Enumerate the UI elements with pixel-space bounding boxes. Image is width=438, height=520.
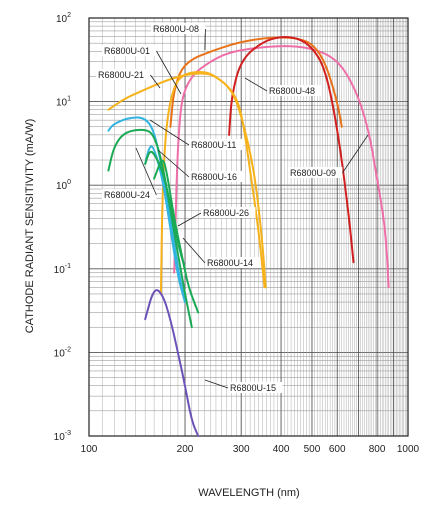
annotation-label: R6800U-48 — [269, 86, 315, 96]
annotation-label: R6800U-24 — [104, 190, 150, 200]
y-tick-label: 10-2 — [54, 346, 71, 359]
series-line-r6800u-24 — [108, 130, 191, 327]
y-tick-label: 102 — [56, 12, 71, 25]
annotation-label: R6800U-09 — [290, 168, 336, 178]
y-tick-base: 10 — [56, 181, 68, 192]
x-tick-label: 1000 — [397, 444, 420, 455]
y-tick-exponent: 1 — [67, 96, 71, 103]
x-tick-label: 200 — [177, 444, 194, 455]
annotation-label: R6800U-01 — [104, 46, 150, 56]
y-tick-label: 100 — [56, 179, 71, 192]
annotation-label: R6800U-21 — [98, 70, 144, 80]
annotation-label: R6800U-08 — [153, 24, 199, 34]
x-tick-label: 100 — [81, 444, 98, 455]
y-tick-exponent: 2 — [67, 12, 71, 19]
x-tick-label: 800 — [369, 444, 386, 455]
x-axis-label: WAVELENGTH (nm) — [198, 487, 299, 499]
y-tick-base: 10 — [54, 432, 66, 443]
annotation-leader — [205, 380, 228, 388]
annotation-leader — [183, 238, 205, 263]
y-tick-base: 10 — [56, 98, 68, 109]
annotation-r6800u-21: R6800U-21 — [96, 69, 160, 88]
annotation-leader — [178, 213, 201, 226]
x-tick-label: 400 — [273, 444, 290, 455]
x-tick-label: 300 — [233, 444, 250, 455]
y-tick-base: 10 — [54, 348, 66, 359]
y-tick-base: 10 — [54, 265, 66, 276]
y-tick-label: 101 — [56, 96, 71, 109]
y-tick-base: 10 — [56, 14, 68, 25]
grid-layer — [89, 18, 408, 436]
series-layer — [108, 37, 388, 436]
y-tick-label: 10-3 — [54, 430, 71, 443]
x-tick-label: 500 — [304, 444, 321, 455]
y-tick-exponent: -3 — [65, 430, 71, 437]
annotation-label: R6800U-11 — [191, 140, 236, 150]
y-tick-exponent: -2 — [65, 346, 71, 353]
annotation-r6800u-16: R6800U-16 — [158, 150, 243, 182]
plot-frame — [89, 18, 408, 436]
annotation-label: R6800U-15 — [230, 383, 276, 393]
annotation-r6800u-09: R6800U-09 — [288, 135, 368, 178]
y-axis-label: CATHODE RADIANT SENSITIVITY (mA/W) — [24, 119, 36, 334]
series-line-r6800u-15 — [145, 290, 198, 436]
annotation-leader — [245, 78, 267, 91]
annotation-label: R6800U-16 — [191, 172, 237, 182]
annotation-r6800u-48: R6800U-48 — [245, 78, 321, 96]
x-tick-label: 600 — [329, 444, 346, 455]
annotation-label: R6800U-26 — [203, 208, 249, 218]
annotation-r6800u-15: R6800U-15 — [205, 380, 282, 393]
y-tick-exponent: 0 — [67, 179, 71, 186]
y-tick-exponent: -1 — [65, 263, 71, 270]
y-tick-label: 10-1 — [54, 263, 71, 276]
annotation-r6800u-26: R6800U-26 — [178, 207, 255, 226]
annotation-label: R6800U-14 — [207, 258, 253, 268]
